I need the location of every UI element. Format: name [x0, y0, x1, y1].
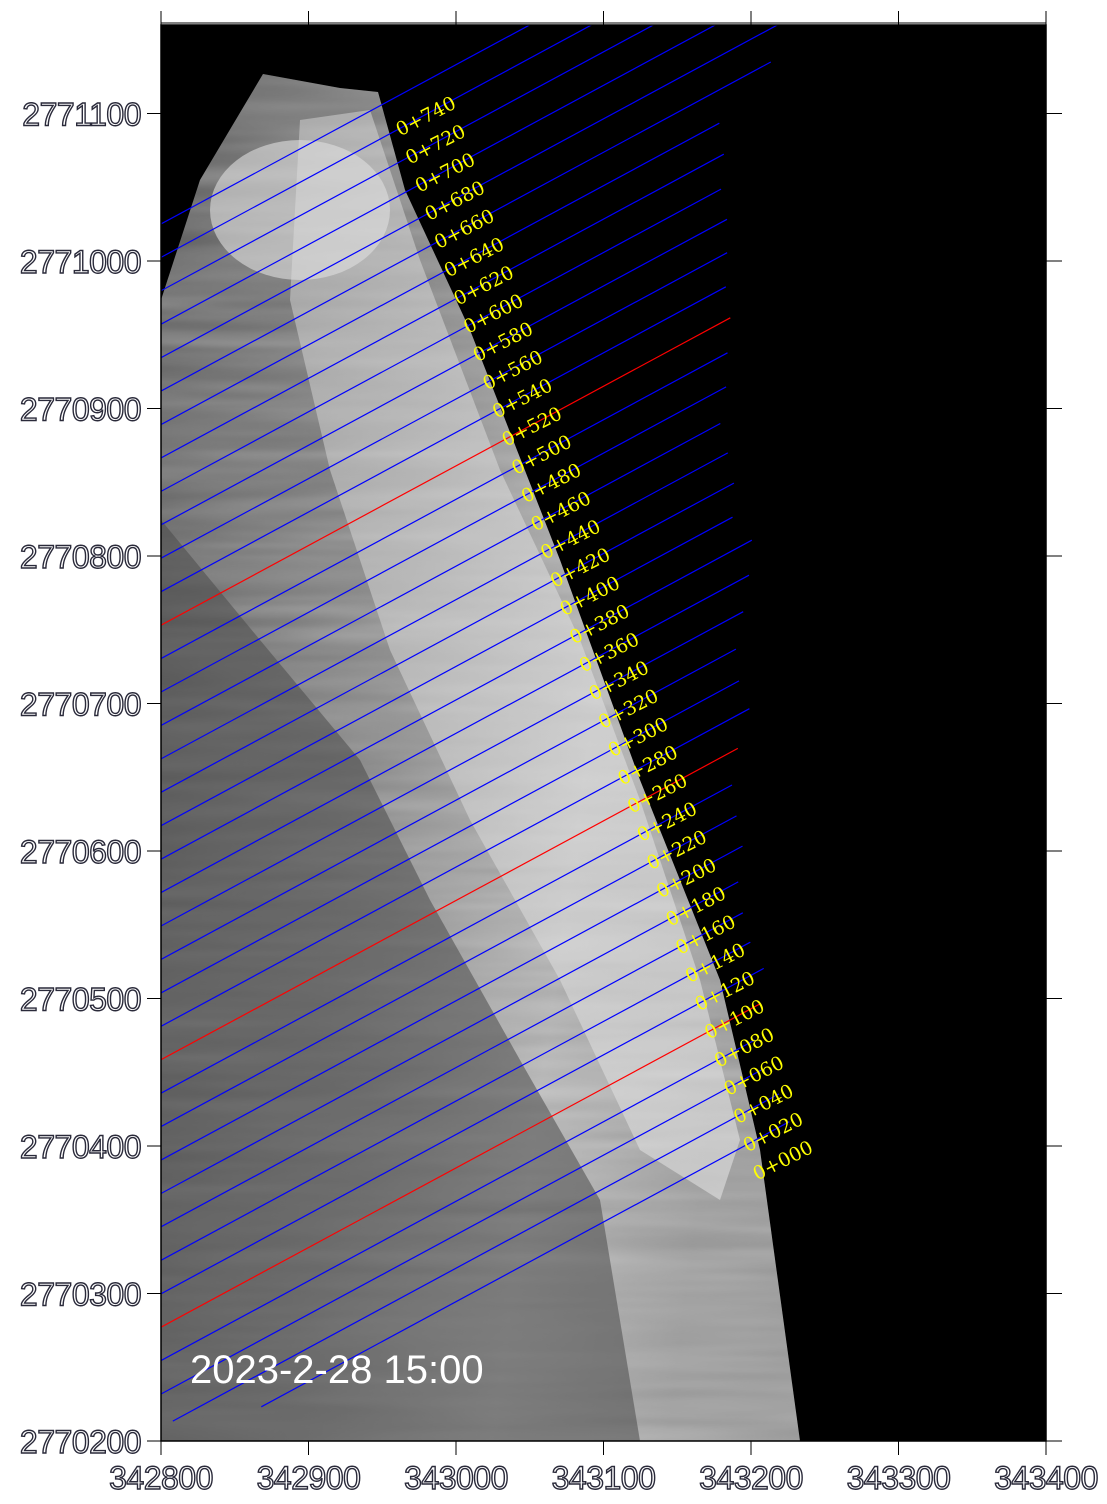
x-tick-label: 343300	[847, 1460, 951, 1496]
transect-line	[161, 286, 727, 593]
transect-line	[161, 648, 737, 961]
y-tick-label: 2770500	[20, 982, 141, 1018]
transect-line	[161, 452, 729, 760]
transect-group	[161, 25, 790, 1422]
x-tick-label: 343200	[699, 1460, 803, 1496]
transect-line	[161, 25, 717, 325]
transect-line	[161, 218, 728, 526]
transect-line	[161, 25, 779, 359]
transect-line	[161, 1039, 756, 1362]
transect-line	[161, 516, 733, 827]
transect-line	[161, 25, 593, 259]
transect-line	[161, 422, 721, 727]
transect-line	[161, 153, 725, 459]
transect-line	[161, 188, 722, 493]
transect-line	[161, 252, 728, 559]
transect-line	[161, 25, 655, 292]
transect-line	[161, 25, 531, 225]
y-axis: 2771100 2771000 2770900 2770800 2770700 27706…	[19, 96, 1062, 1461]
y-tick-label: 2770300	[20, 1277, 141, 1313]
y-tick-label: 2770400	[20, 1129, 141, 1165]
transect-line	[261, 1121, 790, 1408]
transect-line	[161, 912, 744, 1228]
y-tick-label: 2770600	[20, 834, 141, 870]
transect-line-highlight	[161, 317, 731, 626]
transect-line	[161, 815, 737, 1128]
swash-zone	[290, 110, 740, 1200]
transect-line	[161, 611, 744, 927]
transect-line	[161, 784, 733, 1094]
x-tick-label: 342900	[257, 1460, 361, 1496]
transect-line	[161, 352, 728, 660]
transect-line-highlight	[161, 747, 739, 1061]
transect-line	[161, 539, 753, 860]
transect-line-highlight	[161, 1003, 760, 1328]
upper-bright	[210, 140, 390, 280]
x-tick-label: 343000	[404, 1460, 508, 1496]
transect-line	[161, 845, 743, 1161]
dune-zone	[161, 520, 640, 1441]
transect-line	[161, 122, 720, 426]
x-tick-label: 343400	[994, 1460, 1098, 1496]
transect-line	[161, 482, 735, 793]
transect-line	[161, 61, 772, 392]
transect-line	[161, 941, 751, 1261]
transect-line	[161, 967, 764, 1295]
transect-line	[161, 1069, 762, 1395]
y-tick-label: 2771100	[22, 97, 141, 133]
transect-line	[161, 708, 750, 1028]
y-tick-label: 2770200	[20, 1424, 141, 1460]
transect-line	[161, 881, 739, 1195]
y-tick-label: 2771000	[20, 244, 141, 280]
transect-line	[161, 680, 740, 994]
transect-line	[161, 574, 750, 894]
y-tick-label: 2770800	[20, 539, 141, 575]
y-tick-label: 2770900	[20, 392, 141, 428]
x-axis: 342800 342900 343000 343100 343200 343300 3434…	[108, 11, 1099, 1497]
x-tick-label: 343100	[552, 1460, 656, 1496]
transect-line	[161, 386, 727, 693]
x-tick-label: 342800	[109, 1460, 213, 1496]
y-tick-label: 2770700	[20, 687, 141, 723]
transect-line	[172, 1093, 780, 1422]
timestamp: 2023-2-28 15:00	[190, 1348, 484, 1392]
